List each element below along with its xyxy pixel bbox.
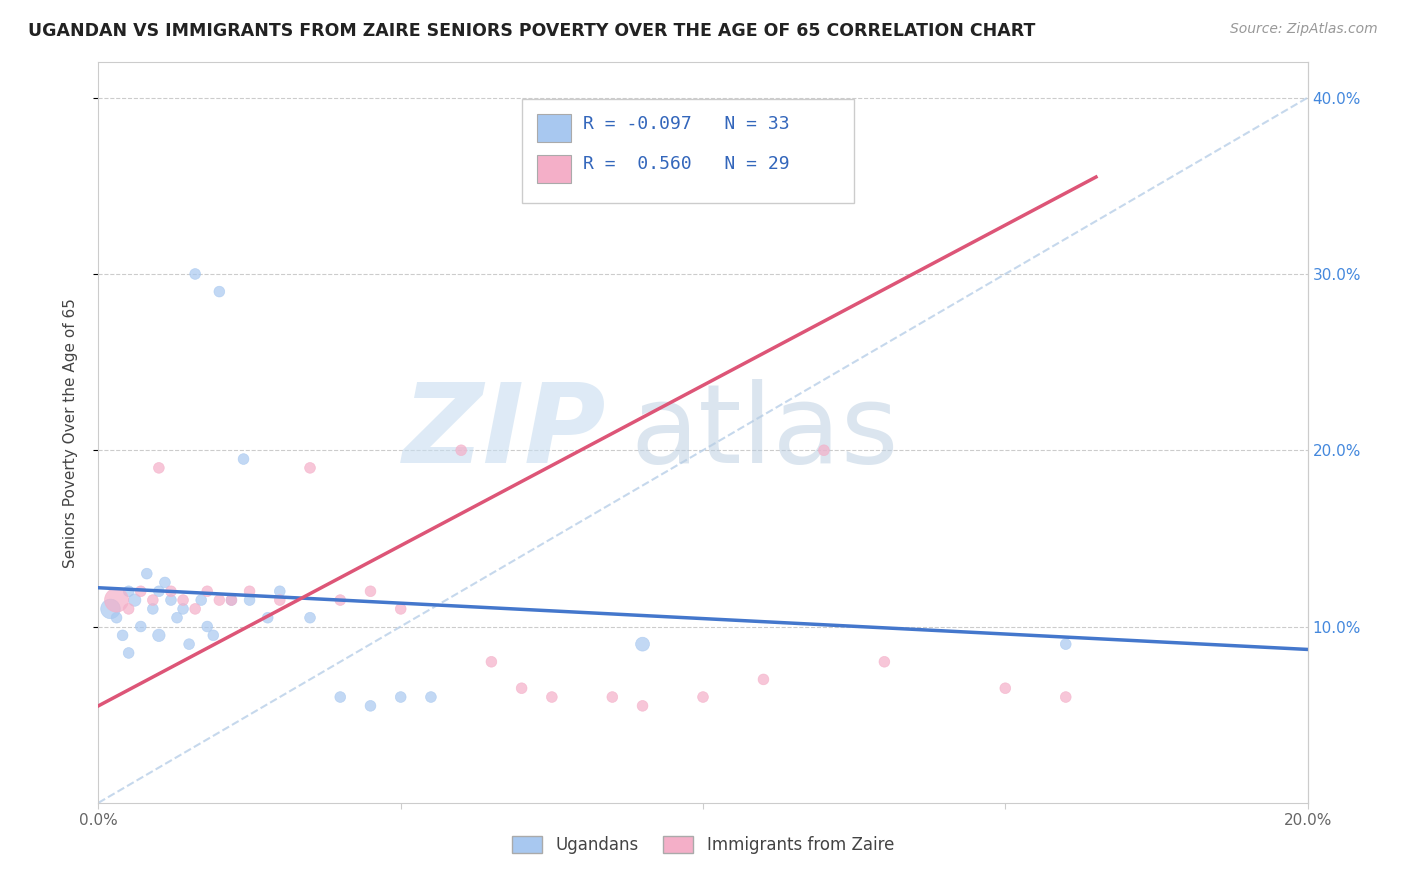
Point [179, 637, 201, 651]
Point [299, 610, 322, 624]
Point [129, 619, 152, 633]
Point [602, 690, 624, 704]
Point [752, 673, 775, 687]
Legend: Ugandans, Immigrants from Zaire: Ugandans, Immigrants from Zaire [505, 830, 901, 861]
Point [118, 584, 141, 599]
Point [1054, 637, 1077, 651]
Point [232, 452, 254, 467]
Point [420, 690, 443, 704]
Point [269, 584, 291, 599]
Point [360, 698, 382, 713]
Point [135, 566, 157, 581]
Point [160, 584, 183, 599]
Text: R = -0.097   N = 33: R = -0.097 N = 33 [583, 115, 790, 133]
Point [1054, 690, 1077, 704]
Point [148, 584, 170, 599]
Point [299, 461, 322, 475]
Point [389, 690, 412, 704]
Point [160, 593, 183, 607]
Point [190, 593, 212, 607]
Y-axis label: Seniors Poverty Over the Age of 65: Seniors Poverty Over the Age of 65 [63, 298, 77, 567]
Point [269, 593, 291, 607]
Point [118, 602, 141, 616]
Text: UGANDAN VS IMMIGRANTS FROM ZAIRE SENIORS POVERTY OVER THE AGE OF 65 CORRELATION : UGANDAN VS IMMIGRANTS FROM ZAIRE SENIORS… [28, 22, 1035, 40]
Point [329, 690, 352, 704]
Point [481, 655, 503, 669]
Text: R =  0.560   N = 29: R = 0.560 N = 29 [583, 155, 790, 173]
Text: ZIP: ZIP [402, 379, 606, 486]
Point [631, 637, 654, 651]
Point [166, 610, 188, 624]
Point [202, 628, 225, 642]
Point [153, 575, 176, 590]
Point [510, 681, 533, 696]
Point [184, 602, 207, 616]
Point [239, 593, 262, 607]
Bar [537, 155, 571, 183]
Point [148, 461, 170, 475]
Point [389, 602, 412, 616]
Point [692, 690, 714, 704]
Point [142, 602, 165, 616]
Point [208, 285, 231, 299]
Point [142, 593, 165, 607]
Point [118, 646, 141, 660]
Point [256, 610, 278, 624]
Point [631, 698, 654, 713]
Point [360, 584, 382, 599]
Point [124, 593, 146, 607]
Point [450, 443, 472, 458]
Point [239, 584, 262, 599]
Point [221, 593, 243, 607]
Point [208, 593, 231, 607]
Point [195, 584, 218, 599]
Point [184, 267, 207, 281]
Point [172, 593, 194, 607]
Text: atlas: atlas [630, 379, 898, 486]
Point [994, 681, 1017, 696]
Bar [537, 113, 571, 142]
Point [221, 593, 243, 607]
Point [873, 655, 896, 669]
Point [148, 628, 170, 642]
Point [111, 628, 134, 642]
Point [105, 593, 128, 607]
Point [100, 602, 122, 616]
Point [129, 584, 152, 599]
Point [172, 602, 194, 616]
Point [813, 443, 835, 458]
Point [329, 593, 352, 607]
Point [195, 619, 218, 633]
Point [540, 690, 562, 704]
Point [105, 610, 128, 624]
Text: Source: ZipAtlas.com: Source: ZipAtlas.com [1230, 22, 1378, 37]
FancyBboxPatch shape [522, 99, 855, 203]
